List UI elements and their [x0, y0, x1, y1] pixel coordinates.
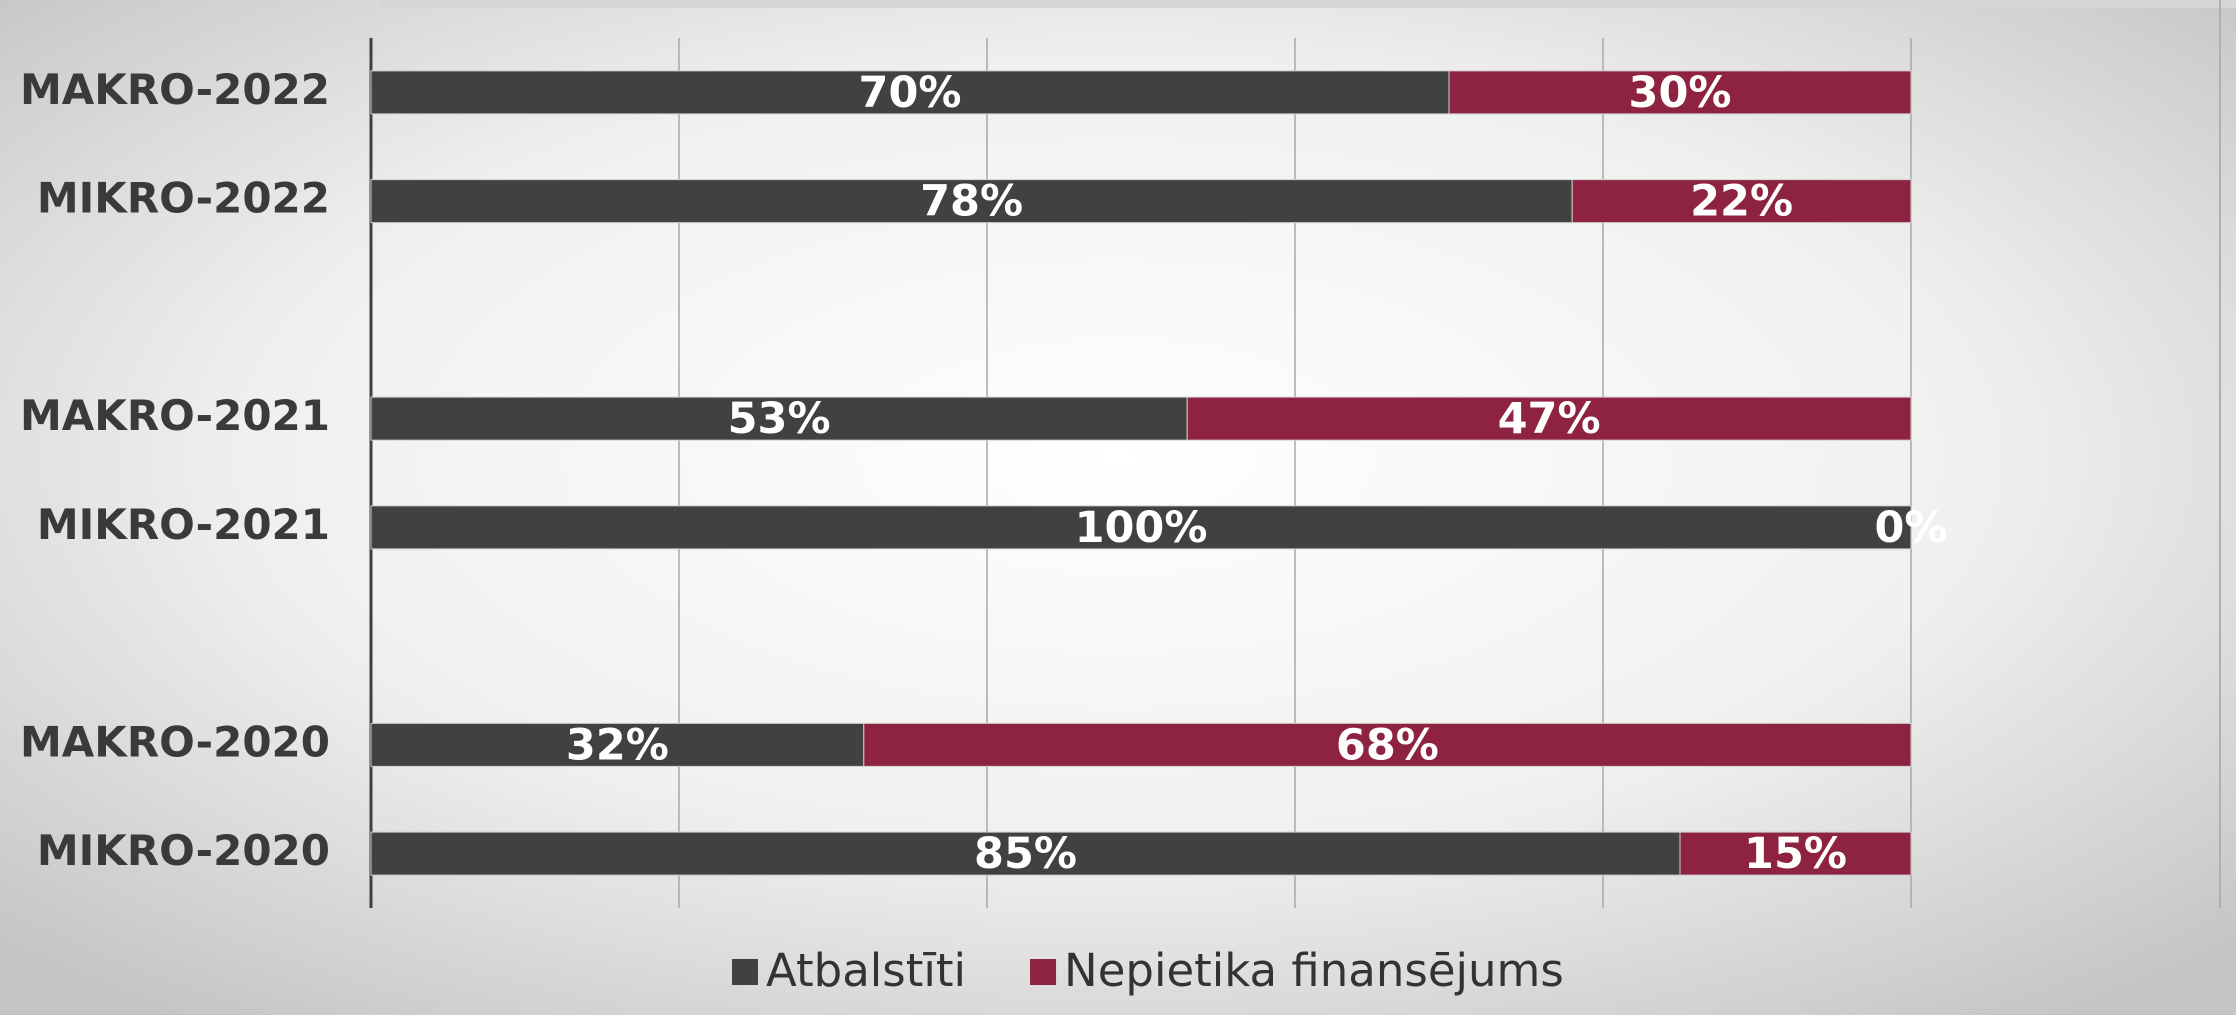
category-label: MIKRO-2022: [37, 174, 330, 223]
top-strip: [380, 0, 2236, 8]
value-label: 68%: [1336, 720, 1439, 770]
category-label: MIKRO-2020: [37, 826, 330, 875]
bar-segment: [370, 831, 1681, 876]
legend-label: Nepietika finansējums: [1064, 944, 1564, 997]
legend-swatch: [732, 959, 758, 985]
value-label: 78%: [920, 177, 1023, 227]
bar-segment: [1679, 831, 1912, 876]
value-label: 22%: [1690, 177, 1793, 227]
value-label: 53%: [728, 394, 831, 444]
legend-swatch: [1030, 959, 1057, 985]
legend-label: Atbalstīti: [766, 944, 966, 997]
bar-segment: [863, 722, 1912, 767]
bar-segment: [370, 179, 1573, 224]
value-label: 15%: [1744, 829, 1847, 879]
bar-segment: [370, 505, 1912, 550]
value-label: 30%: [1629, 68, 1732, 118]
bar-segment: [1186, 396, 1912, 441]
category-label: MAKRO-2021: [20, 391, 330, 440]
value-label: 47%: [1498, 394, 1601, 444]
bar-segment: [1448, 70, 1912, 115]
value-label: 70%: [859, 68, 962, 118]
value-label: 32%: [566, 720, 669, 770]
bar-segment: [370, 396, 1188, 441]
category-label: MAKRO-2020: [20, 717, 330, 766]
category-label: MAKRO-2022: [20, 65, 330, 114]
bar-segment: [370, 70, 1450, 115]
value-label: 85%: [974, 829, 1077, 879]
bar-segment: [1571, 179, 1912, 224]
value-label: 0%: [1874, 503, 1947, 553]
value-label: 100%: [1075, 503, 1208, 553]
category-label: MIKRO-2021: [37, 500, 330, 549]
